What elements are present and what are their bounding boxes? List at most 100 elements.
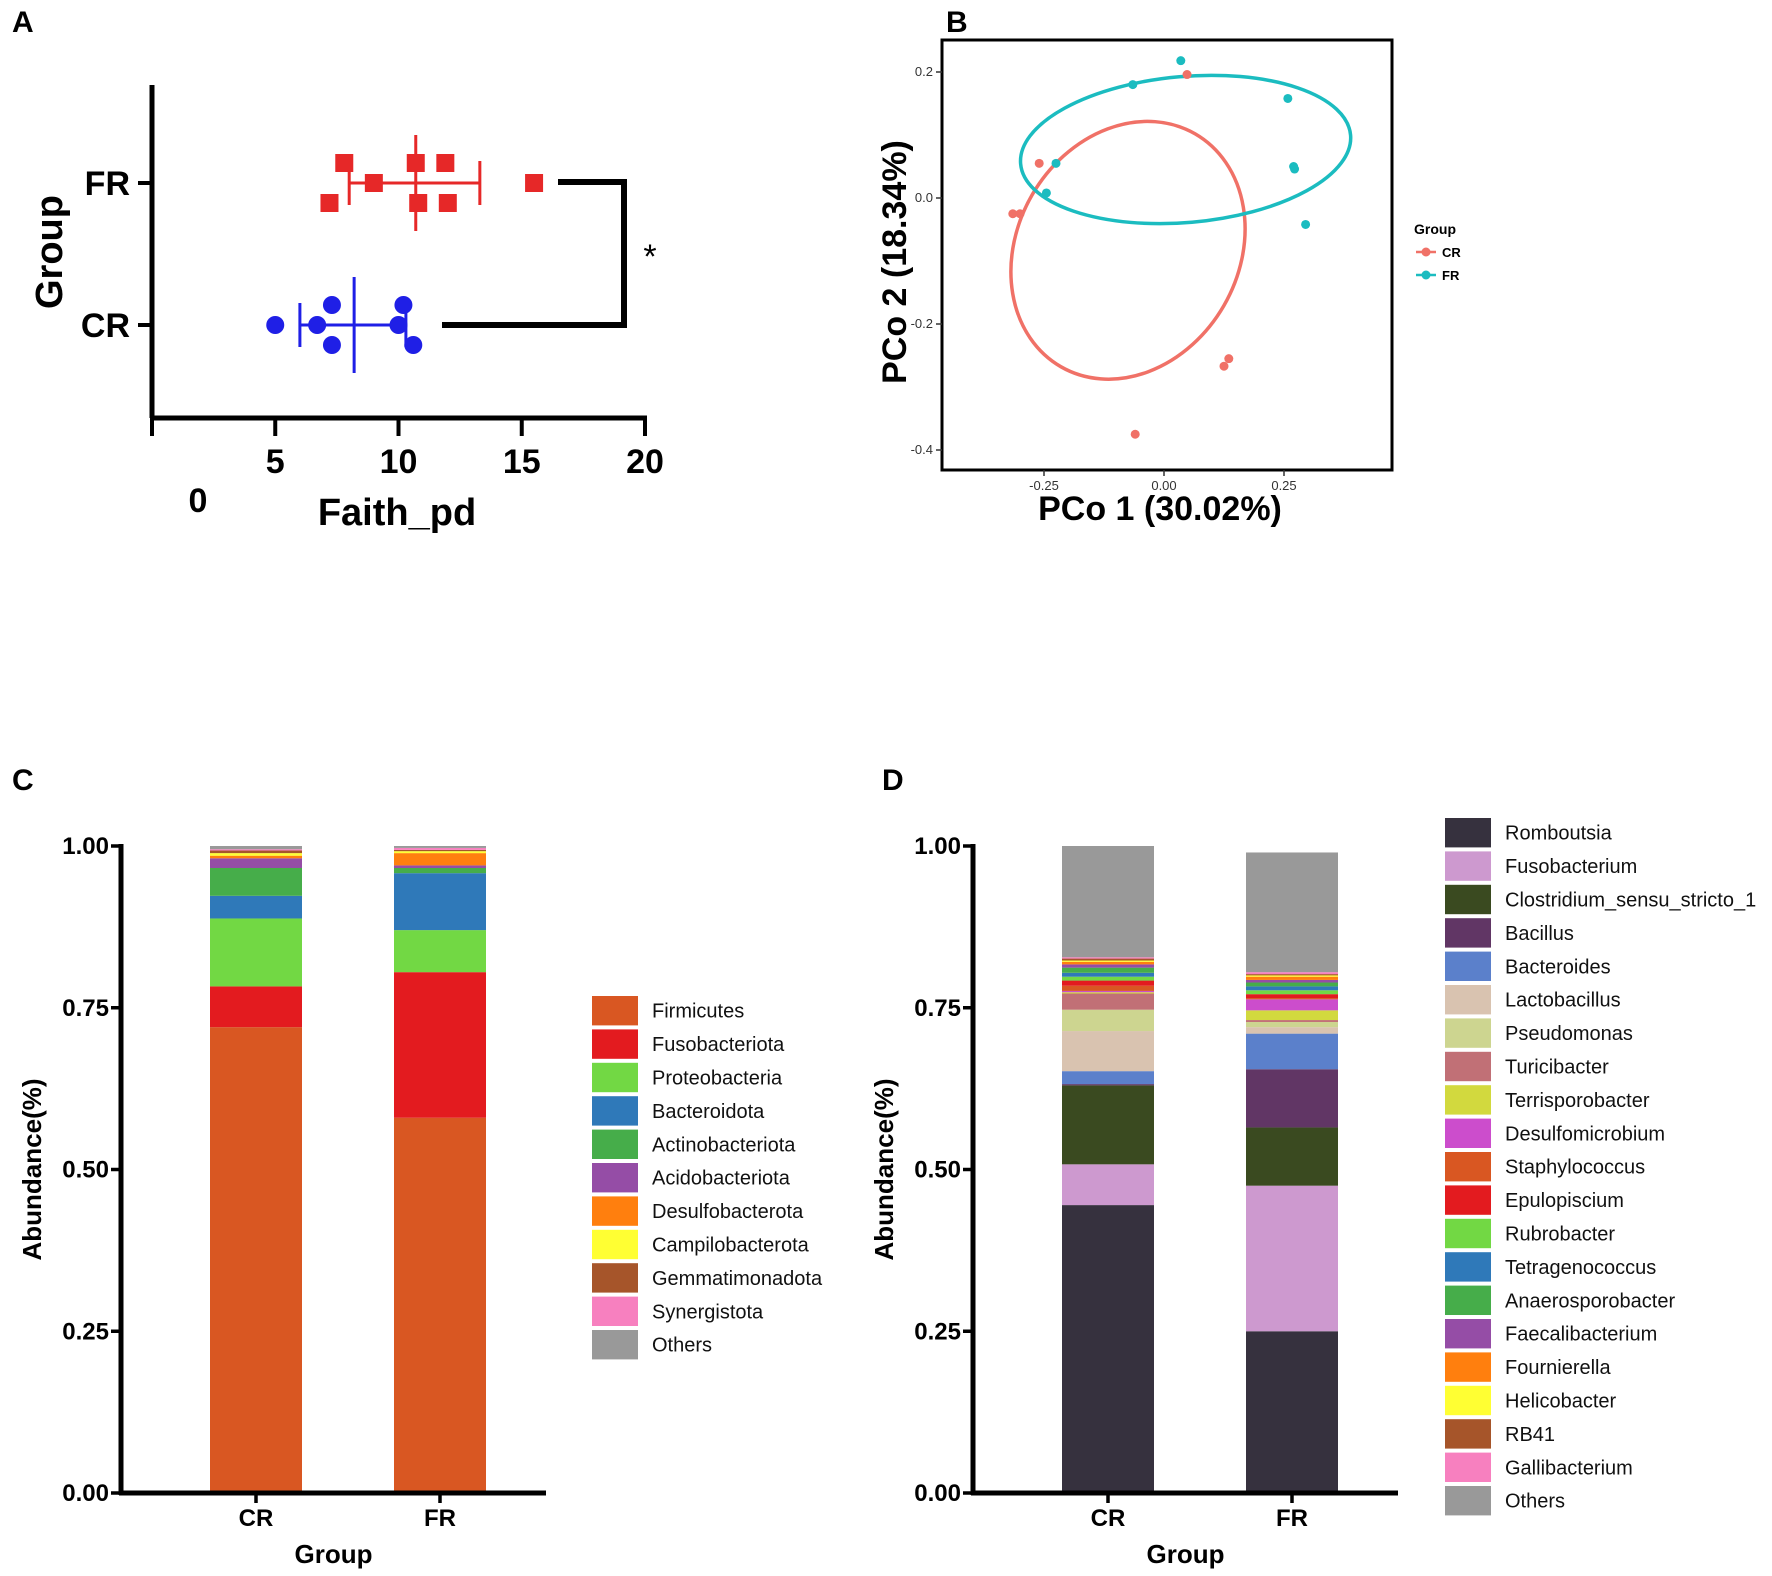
bar-segment-fr-bacteroidota (394, 873, 486, 931)
bar-segment-cr-campilobacterota (210, 853, 302, 856)
bar-segment-fr-proteobacteria (394, 930, 486, 973)
bar-segment-cr-helicobacter (1062, 960, 1154, 962)
y-tick-label: 0.50 (62, 1157, 109, 1184)
legend-swatch-bacteroidota (592, 1096, 638, 1126)
legend-swatch-lactobacillus (1445, 985, 1491, 1015)
legend-label-rb41: RB41 (1505, 1424, 1555, 1446)
y-tick-label: -0.2 (911, 316, 933, 331)
data-point-fr (1283, 93, 1293, 103)
legend-label-desulfomicrobium: Desulfomicrobium (1505, 1123, 1665, 1145)
bar-segment-fr-clostridium-sensu-stricto-1 (1246, 1127, 1338, 1186)
panel-b-pcoa-chart: -0.25 0.00 0.25 0.2 0.0 -0.2 -0.4 PCo 1 (30.02%… (876, 38, 1461, 528)
legend-title: Group (1414, 221, 1456, 237)
legend-swatch-gemmatimonadota (592, 1263, 638, 1293)
bar-segment-cr-tetragenococcus (1062, 972, 1154, 977)
bar-segment-fr-epulopiscium (1246, 994, 1338, 999)
panel-d-genus-stacked-bar: 0.00 0.25 0.50 0.75 1.00 CR FR Group Abundance(%… (869, 818, 1756, 1569)
panel-letter-a: A (12, 6, 34, 39)
panel-letter-c: C (12, 764, 34, 797)
legend-label-campilobacterota: Campilobacterota (652, 1235, 810, 1257)
y-axis-title: Abundance(%) (17, 1079, 47, 1261)
data-point-fr (335, 154, 354, 172)
legend-swatch-gallibacterium (1445, 1452, 1491, 1482)
legend-label-fournierella: Fournierella (1505, 1357, 1611, 1379)
legend-label-pseudomonas: Pseudomonas (1505, 1023, 1633, 1045)
legend-swatch-helicobacter (1445, 1385, 1491, 1416)
legend-label-others: Others (1505, 1491, 1565, 1513)
bar-segment-fr-rb41 (1246, 974, 1338, 976)
legend-label-faecalibacterium: Faecalibacterium (1505, 1324, 1657, 1346)
legend-swatch-rubrobacter (1445, 1218, 1491, 1249)
bar-segment-cr-rubrobacter (1062, 976, 1154, 981)
y-tick-label: 0.50 (914, 1157, 961, 1184)
bar-segment-cr-firmicutes (210, 1027, 302, 1493)
bar-segment-fr-firmicutes (394, 1117, 486, 1493)
bar-segment-fr-gallibacterium (1246, 972, 1338, 975)
data-point-cr (1008, 209, 1018, 219)
y-tick-label: CR (81, 307, 130, 345)
y-tick-label: 1.00 (914, 833, 961, 860)
bar-segment-fr-desulfobacterota (394, 853, 486, 866)
legend-label-acidobacteriota: Acidobacteriota (652, 1168, 791, 1190)
plot-frame (940, 38, 1394, 472)
data-point-fr (409, 194, 428, 212)
bar-segment-fr-fusobacteriota (394, 972, 486, 1118)
bar-segment-fr-turicibacter (1246, 1020, 1338, 1022)
x-tick-label: -0.25 (1029, 478, 1059, 493)
bar-segment-cr-bacteroides (1062, 1071, 1154, 1085)
legend-swatch-anaerosporobacter (1445, 1285, 1491, 1315)
x-axis-title: Faith_pd (318, 492, 476, 534)
legend-swatch-firmicutes (592, 996, 638, 1026)
bar-segment-cr-turicibacter (1062, 993, 1154, 1010)
x-tick-label: 0.25 (1271, 478, 1296, 493)
data-point-fr (438, 194, 457, 212)
data-point-fr (320, 194, 339, 212)
legend-label-rubrobacter: Rubrobacter (1505, 1224, 1615, 1246)
bar-segment-fr-campilobacterota (394, 851, 486, 854)
x-tick-label: 20 (626, 443, 664, 481)
bar-segment-fr-desulfomicrobium (1246, 999, 1338, 1011)
legend-marker-cr (1421, 247, 1431, 257)
data-point-cr (1034, 158, 1044, 168)
legend-swatch-campilobacterota (592, 1229, 638, 1260)
legend-swatch-bacillus (1445, 918, 1491, 948)
legend-label-turicibacter: Turicibacter (1505, 1057, 1609, 1079)
data-point-cr (1224, 354, 1234, 364)
y-tick-label: 0.25 (914, 1318, 961, 1345)
bar-segment-fr-lactobacillus (1246, 1027, 1338, 1034)
bar-segment-cr-bacteroidota (210, 895, 302, 919)
legend-swatch-synergistota (592, 1296, 638, 1326)
bar-segment-fr-bacillus (1246, 1069, 1338, 1128)
legend-label-romboutsia: Romboutsia (1505, 823, 1613, 845)
legend-label-bacillus: Bacillus (1505, 923, 1574, 945)
bar-segment-cr-romboutsia (1062, 1205, 1154, 1493)
legend-label-proteobacteria: Proteobacteria (652, 1068, 783, 1090)
legend-label-epulopiscium: Epulopiscium (1505, 1190, 1624, 1212)
legend-label-fusobacteriota: Fusobacteriota (652, 1034, 785, 1056)
y-axis-title: PCo 2 (18.34%) (876, 140, 914, 384)
bar-segment-fr-acidobacteriota (394, 865, 486, 868)
legend-label-helicobacter: Helicobacter (1505, 1391, 1617, 1413)
bar-segment-cr-fusobacterium (1062, 1164, 1154, 1206)
bar-segment-cr-anaerosporobacter (1062, 967, 1154, 973)
legend-label-tetragenococcus: Tetragenococcus (1505, 1257, 1656, 1279)
x-tick-label: FR (1276, 1505, 1308, 1532)
bar-segment-cr-others (1062, 846, 1154, 958)
legend-swatch-fusobacterium (1445, 851, 1491, 881)
data-point-fr (436, 154, 455, 172)
legend-swatch-proteobacteria (592, 1062, 638, 1093)
data-point-cr (1219, 361, 1229, 371)
bar-segment-cr-pseudomonas (1062, 1009, 1154, 1032)
legend-swatch-epulopiscium (1445, 1185, 1491, 1215)
y-tick-label: FR (85, 165, 130, 203)
data-point-fr (1051, 158, 1061, 168)
legend-swatch-faecalibacterium (1445, 1319, 1491, 1349)
legend-label-others: Others (652, 1335, 712, 1357)
data-point-cr (308, 316, 327, 334)
legend-label-actinobacteriota: Actinobacteriota (652, 1134, 796, 1156)
x-tick-label: CR (1091, 1505, 1126, 1532)
bar-segment-cr-gemmatimonadota (210, 850, 302, 854)
bar-segment-fr-staphylococcus (1246, 998, 1338, 1000)
bar-segment-cr-others (210, 846, 302, 850)
data-point-fr (1290, 164, 1300, 174)
